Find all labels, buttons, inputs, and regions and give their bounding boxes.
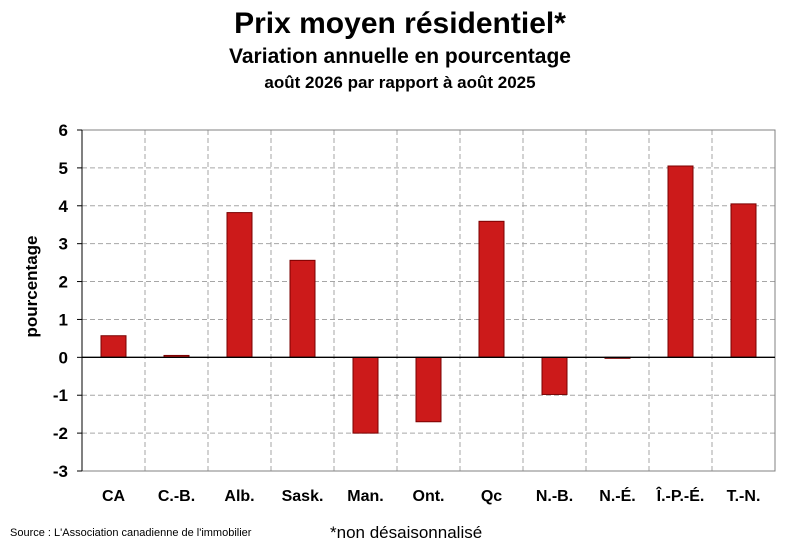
x-tick-label: Alb. xyxy=(224,488,254,505)
bar xyxy=(289,259,316,358)
y-tick-label: 6 xyxy=(59,121,68,140)
x-tick-label: Ont. xyxy=(413,488,445,505)
footnote: *non désaisonnalisé xyxy=(330,523,483,542)
bar xyxy=(730,203,757,358)
y-axis-label: pourcentage xyxy=(22,235,41,337)
y-tick-label: 1 xyxy=(59,310,68,329)
x-tick-label: Man. xyxy=(347,488,383,505)
chart-subtitle: Variation annuelle en pourcentage xyxy=(229,45,571,68)
x-tick-label: CA xyxy=(102,488,126,505)
bar xyxy=(100,335,127,358)
y-tick-label: 3 xyxy=(59,235,68,254)
source-note: Source : L'Association canadienne de l'i… xyxy=(10,527,252,539)
bar xyxy=(226,212,253,358)
y-tick-label: 2 xyxy=(59,273,68,292)
x-tick-label: Î.-P.-É. xyxy=(656,486,705,505)
bar xyxy=(478,220,505,358)
y-tick-label: 5 xyxy=(59,159,68,178)
chart-period: août 2026 par rapport à août 2025 xyxy=(264,73,536,92)
y-tick-label: 0 xyxy=(59,348,68,367)
x-tick-label: T.-N. xyxy=(727,488,761,505)
y-tick-label: -3 xyxy=(53,462,68,481)
bar xyxy=(352,356,379,434)
y-tick-label: 4 xyxy=(59,197,69,216)
x-tick-label: N.-B. xyxy=(536,488,573,505)
bar xyxy=(541,356,568,395)
chart-title-block: Prix moyen résidentiel* Variation annuel… xyxy=(0,6,800,94)
x-tick-label: Sask. xyxy=(282,488,324,505)
chart-title: Prix moyen résidentiel* xyxy=(234,7,566,40)
y-tick-label: -2 xyxy=(53,424,68,443)
x-tick-label: C.-B. xyxy=(158,488,195,505)
x-tick-label: N.-É. xyxy=(599,486,635,505)
y-tick-label: -1 xyxy=(53,386,68,405)
bar xyxy=(415,356,442,423)
x-tick-label: Qc xyxy=(481,488,502,505)
bar xyxy=(667,165,694,358)
